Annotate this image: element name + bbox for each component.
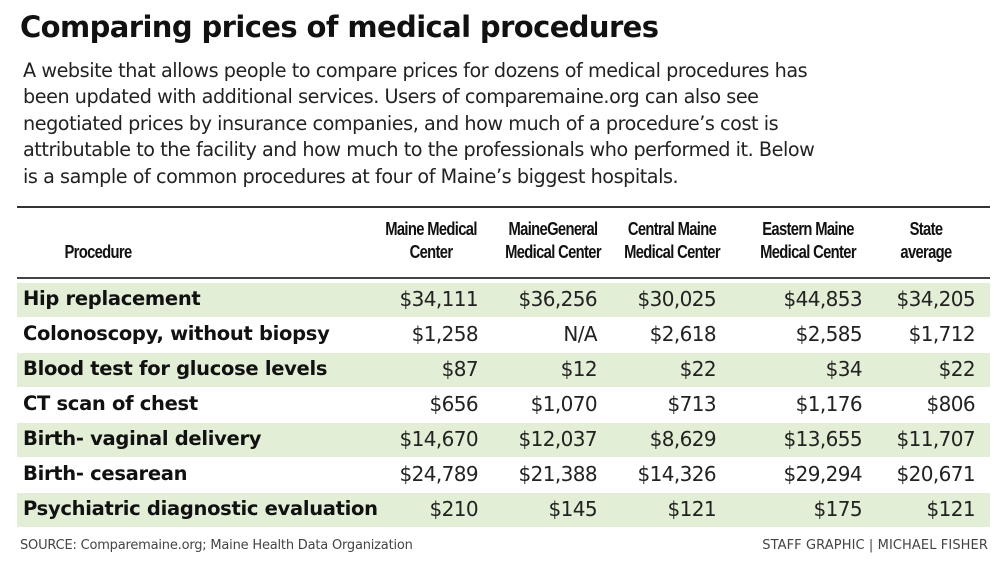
price-cell: $806 [926, 392, 976, 416]
table-header-rule [17, 277, 990, 279]
graphic-credit: STAFF GRAPHIC | MICHAEL FISHER [762, 538, 988, 553]
price-cell: $20,671 [896, 462, 975, 486]
price-cell: $87 [441, 357, 479, 381]
column-header-line2: Medical Center [760, 242, 856, 262]
intro-line: is a sample of common procedures at four… [23, 164, 679, 188]
price-cell: $8,629 [649, 427, 717, 451]
price-cell: $121 [667, 497, 717, 521]
price-cell: $11,707 [896, 427, 975, 451]
procedure-cell: Hip replacement [23, 287, 201, 310]
column-header-line2: Center [409, 242, 453, 262]
price-cell: $44,853 [783, 287, 862, 311]
procedure-cell: Psychiatric diagnostic evaluation [23, 497, 378, 520]
price-cell: $1,070 [530, 392, 598, 416]
price-cell: $12 [560, 357, 598, 381]
price-cell: $121 [926, 497, 976, 521]
procedure-cell: Colonoscopy, without biopsy [23, 322, 330, 345]
column-header-line1: Central Maine [627, 219, 717, 239]
price-cell: $1,258 [411, 322, 479, 346]
price-cell: $1,176 [795, 392, 863, 416]
price-cell: $22 [938, 357, 976, 381]
intro-line: negotiated prices by insurance companies… [23, 111, 779, 135]
column-header-line1: Maine Medical [385, 219, 477, 239]
price-cell: $24,789 [399, 462, 478, 486]
price-cell: $22 [679, 357, 717, 381]
price-cell: $21,388 [518, 462, 597, 486]
price-cell: $30,025 [637, 287, 716, 311]
column-header-line1 [32, 218, 163, 241]
intro-line: attributable to the facility and how muc… [23, 138, 815, 162]
intro-line: been updated with additional services. U… [23, 85, 759, 109]
table-row: CT scan of chest $656 $1,070 $713 $1,176 $806 [17, 388, 990, 422]
procedure-cell: CT scan of chest [23, 392, 198, 415]
column-header-line1: State [909, 219, 943, 239]
price-cell: $12,037 [518, 427, 597, 451]
column-header-line1: MaineGeneral [508, 219, 599, 239]
intro-line: A website that allows people to compare … [23, 59, 808, 82]
price-cell: $713 [667, 392, 717, 416]
price-cell: $14,670 [399, 427, 478, 451]
table-row: Birth- vaginal delivery $14,670 $12,037 $8,… [17, 423, 990, 457]
column-header: Maine Medical Center [365, 218, 496, 264]
price-cell: $145 [548, 497, 598, 521]
price-cell: $210 [429, 497, 479, 521]
procedure-cell: Blood test for glucose levels [23, 357, 328, 380]
column-header-line2: Procedure [64, 242, 132, 262]
table-top-rule [17, 206, 990, 208]
price-cell: $656 [429, 392, 479, 416]
source-note: SOURCE: Comparemaine.org; Maine Health D… [20, 538, 413, 553]
price-cell: $34,205 [896, 287, 975, 311]
intro-paragraph: A website that allows people to compare … [23, 58, 993, 190]
table-row: Psychiatric diagnostic evaluation $210 $14… [17, 493, 990, 527]
column-header-line2: average [900, 242, 952, 262]
table-row: Blood test for glucose levels $87 $12 $22 $3… [17, 353, 990, 387]
price-cell: $1,712 [908, 322, 976, 346]
price-cell: $2,618 [649, 322, 717, 346]
price-cell: $13,655 [783, 427, 862, 451]
price-cell: $29,294 [783, 462, 862, 486]
column-header: Procedure [32, 218, 163, 264]
column-header: Central Maine Medical Center [606, 218, 737, 264]
chart-title: Comparing prices of medical procedures [20, 10, 659, 44]
price-cell: $14,326 [637, 462, 716, 486]
table-row: Hip replacement $34,111 $36,256 $30,025 $44,… [17, 283, 990, 317]
column-header-line1: Eastern Maine [762, 219, 854, 239]
procedure-cell: Birth- vaginal delivery [23, 427, 262, 450]
price-cell: $2,585 [795, 322, 863, 346]
price-cell: $34 [825, 357, 863, 381]
procedure-cell: Birth- cesarean [23, 462, 188, 485]
price-cell: N/A [563, 322, 597, 346]
column-header: State average [860, 218, 991, 264]
column-header: MaineGeneral Medical Center [487, 218, 618, 264]
column-header-line2: Medical Center [624, 242, 720, 262]
price-cell: $34,111 [399, 287, 478, 311]
price-cell: $175 [813, 497, 863, 521]
price-cell: $36,256 [518, 287, 597, 311]
table-row: Colonoscopy, without biopsy $1,258 N/A $2,6… [17, 318, 990, 352]
column-header: Eastern Maine Medical Center [742, 218, 873, 264]
column-header-line2: Medical Center [505, 242, 601, 262]
table-row: Birth- cesarean $24,789 $21,388 $14,326 $29,… [17, 458, 990, 492]
